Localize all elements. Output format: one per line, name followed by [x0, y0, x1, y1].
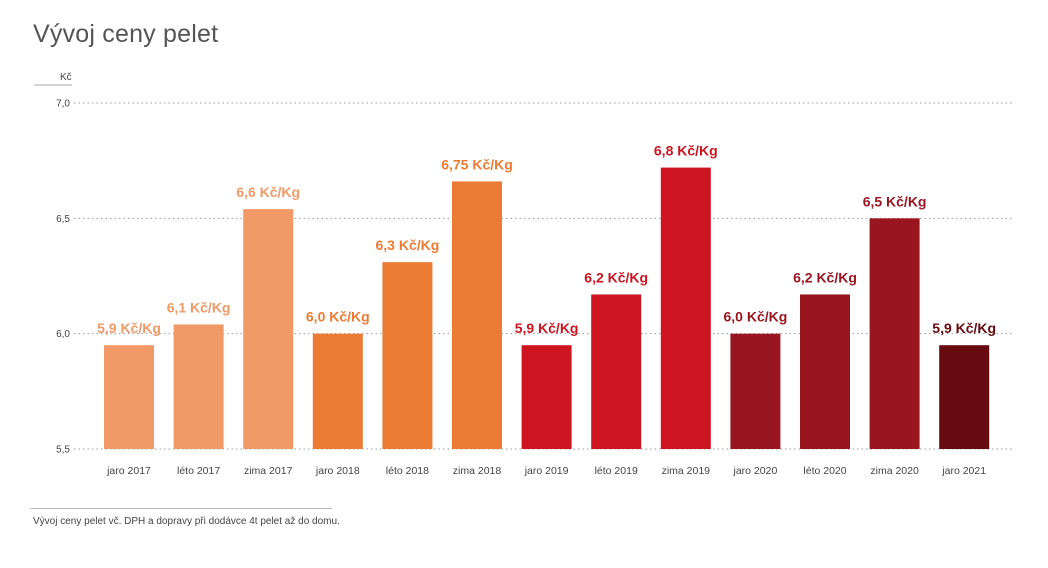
bar [452, 181, 502, 449]
x-axis-ticks: jaro 2017 léto 2017 zima 2017 jaro 2018 léto… [106, 465, 986, 477]
y-axis-unit-label: Kč [60, 72, 72, 83]
bar [800, 294, 850, 449]
x-tick-label: jaro 2019 [524, 465, 569, 477]
bar [173, 324, 224, 449]
bars [104, 167, 990, 449]
data-label: 6,8 Kč/Kg [654, 143, 718, 159]
bar [104, 345, 154, 449]
data-label: 6,6 Kč/Kg [236, 184, 300, 200]
x-tick-label: léto 2018 [386, 465, 429, 477]
x-tick-label: léto 2019 [595, 465, 638, 477]
data-label: 6,1 Kč/Kg [167, 299, 231, 315]
x-tick-label: léto 2020 [803, 465, 846, 477]
data-label: 5,9 Kč/Kg [515, 320, 579, 336]
bar [660, 167, 711, 449]
bar [312, 333, 363, 449]
bar [382, 262, 433, 449]
data-label: 6,0 Kč/Kg [723, 309, 787, 325]
data-label: 6,2 Kč/Kg [793, 269, 857, 285]
x-tick-label: zima 2019 [662, 465, 711, 477]
bar [939, 345, 990, 449]
bar [591, 294, 642, 449]
bar-chart: 5,5 6,0 6,5 7,0 Kč 5,9 Kč/Kg 6,1 Kč/Kg 6,6 Kč… [34, 72, 1012, 477]
data-label: 5,9 Kč/Kg [932, 320, 996, 336]
data-label: 5,9 Kč/Kg [97, 320, 161, 336]
x-tick-label: zima 2018 [453, 465, 502, 477]
y-tick-label: 5,5 [56, 445, 70, 456]
y-tick-label: 7,0 [56, 99, 70, 110]
x-tick-label: léto 2017 [177, 465, 220, 477]
data-label: 6,5 Kč/Kg [863, 193, 927, 209]
y-tick-label: 6,0 [56, 329, 70, 340]
y-tick-label: 6,5 [56, 214, 70, 225]
bar [521, 345, 572, 449]
footnote-divider [30, 508, 332, 509]
x-tick-label: jaro 2021 [941, 465, 986, 477]
x-tick-label: jaro 2018 [315, 465, 360, 477]
x-tick-label: zima 2020 [870, 465, 919, 477]
bar [243, 209, 294, 449]
x-tick-label: jaro 2017 [106, 465, 151, 477]
bar [730, 333, 781, 449]
footnote: Vývoj ceny pelet vč. DPH a dopravy při d… [33, 516, 340, 527]
x-tick-label: zima 2017 [244, 465, 293, 477]
bar [869, 218, 920, 449]
data-label: 6,3 Kč/Kg [375, 237, 439, 253]
x-tick-label: jaro 2020 [733, 465, 778, 477]
data-label: 6,75 Kč/Kg [441, 156, 513, 172]
data-label: 6,2 Kč/Kg [584, 269, 648, 285]
data-label: 6,0 Kč/Kg [306, 309, 370, 325]
chart-title: Vývoj ceny pelet [33, 20, 219, 48]
data-labels: 5,9 Kč/Kg 6,1 Kč/Kg 6,6 Kč/Kg 6,0 Kč/Kg 6,3 … [97, 143, 996, 337]
y-axis-ticks: 5,5 6,0 6,5 7,0 [56, 99, 70, 456]
